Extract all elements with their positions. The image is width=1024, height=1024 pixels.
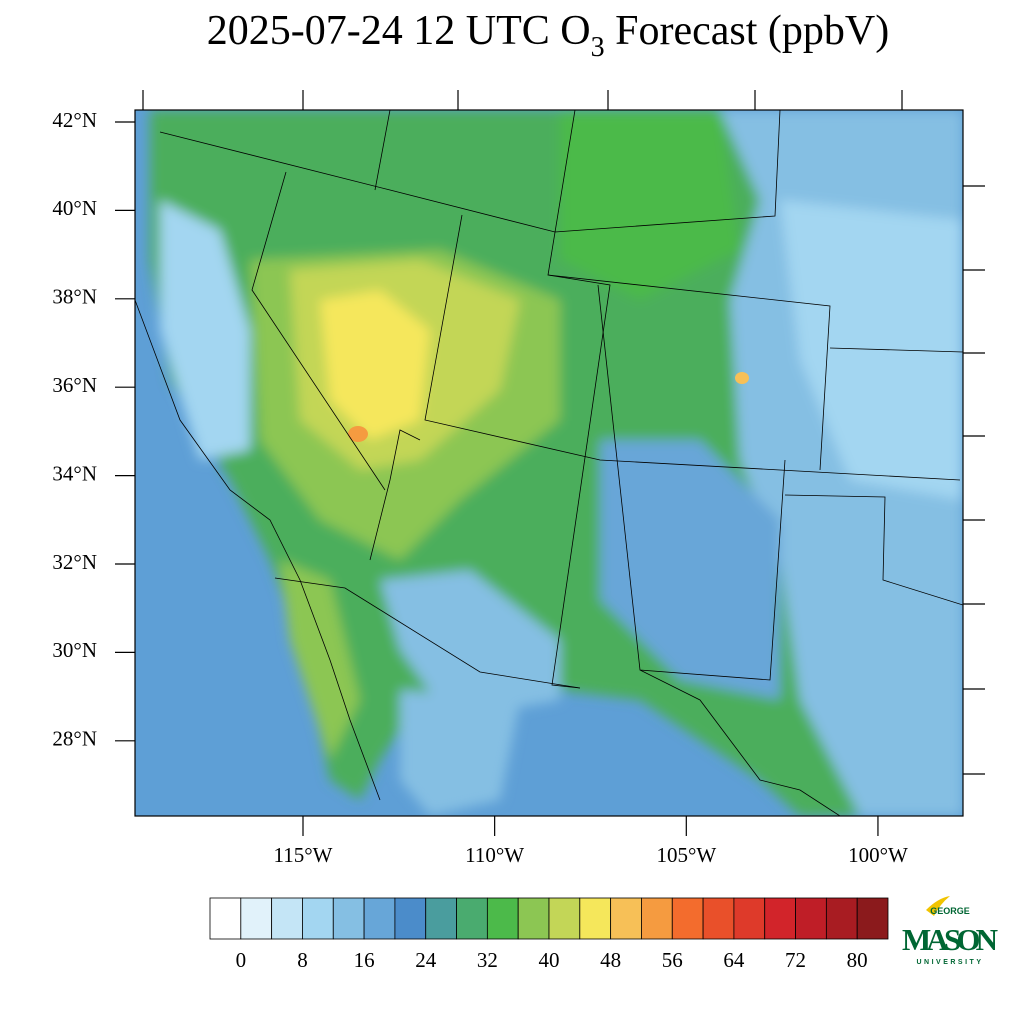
lat-label: 28°N xyxy=(52,727,97,751)
colorbar-label: 72 xyxy=(785,948,806,972)
colorbar-label: 0 xyxy=(236,948,247,972)
lat-label: 38°N xyxy=(52,285,97,309)
colorbar-box xyxy=(579,897,612,940)
colorbar-box xyxy=(240,897,273,940)
title-rest: Forecast (ppbV) xyxy=(605,8,890,54)
map-frame xyxy=(134,109,964,817)
lat-label: 42°N xyxy=(52,108,97,132)
colorbar-box xyxy=(548,897,581,940)
hotspot xyxy=(735,372,749,384)
colorbar-box xyxy=(302,897,334,940)
colorbar-box xyxy=(764,897,796,940)
lat-label: 36°N xyxy=(52,373,97,397)
logo-main: MASON xyxy=(902,922,998,957)
title: 2025-07-24 12 UTC O3 Forecast (ppbV) xyxy=(207,8,889,63)
colorbar-label: 48 xyxy=(600,948,621,972)
lon-label: 105°W xyxy=(656,843,716,867)
colorbar-label: 56 xyxy=(662,948,683,972)
colorbar-label: 16 xyxy=(354,948,375,972)
colorbar-label: 24 xyxy=(415,948,437,972)
logo: GEORGE MASON UNIVERSITY xyxy=(902,896,998,966)
title-subscript: 3 xyxy=(591,32,605,63)
frame-ticks xyxy=(142,90,985,775)
colorbar-label: 80 xyxy=(847,948,868,972)
colorbar-box xyxy=(209,897,242,940)
colorbar-box xyxy=(795,897,827,940)
colorbar-box xyxy=(425,897,457,940)
colorbar-box xyxy=(856,897,889,940)
colorbar-box xyxy=(733,897,766,940)
colorbar-box xyxy=(486,897,519,940)
colorbar-label: 32 xyxy=(477,948,498,972)
colorbar-box xyxy=(332,897,365,940)
colorbar-box xyxy=(825,897,858,940)
logo-swoosh xyxy=(926,896,950,916)
boundaries xyxy=(135,110,963,816)
colorbar-box xyxy=(641,897,673,940)
logo-bottom: UNIVERSITY xyxy=(916,959,983,966)
lat-label: 30°N xyxy=(52,638,97,662)
colorbar-box xyxy=(456,897,488,940)
colorbar-box xyxy=(394,897,427,940)
colorbar-box xyxy=(610,897,642,940)
colorbar-box xyxy=(271,897,303,940)
colorbar-box xyxy=(363,897,396,940)
map-field xyxy=(135,110,963,816)
lat-label: 40°N xyxy=(52,196,97,220)
colorbar-label: 40 xyxy=(539,948,560,972)
logo-top: GEORGE xyxy=(930,906,970,916)
colorbar-box xyxy=(671,897,704,940)
lat-label: 32°N xyxy=(52,550,97,574)
lat-label: 34°N xyxy=(52,461,97,485)
lon-label: 100°W xyxy=(848,843,908,867)
colorbar-label: 64 xyxy=(723,948,745,972)
title-main: 2025-07-24 12 UTC O xyxy=(207,8,591,54)
lon-label: 110°W xyxy=(465,843,524,867)
hotspot xyxy=(348,426,368,442)
colorbar-box xyxy=(517,897,550,940)
colorbar-label: 8 xyxy=(297,948,308,972)
colorbar-box xyxy=(702,897,735,940)
lon-label: 115°W xyxy=(274,843,333,867)
